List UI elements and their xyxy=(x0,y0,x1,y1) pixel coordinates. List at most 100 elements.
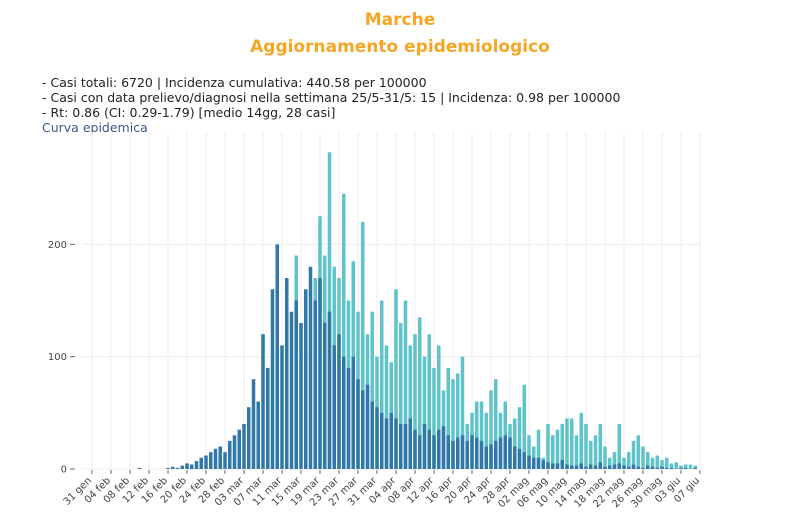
bar xyxy=(669,467,674,469)
bar xyxy=(289,311,294,469)
bar xyxy=(446,435,451,469)
y-tick-label: 200 xyxy=(48,240,67,251)
bar xyxy=(246,407,251,469)
bar xyxy=(370,401,375,469)
bar xyxy=(313,300,318,469)
bar xyxy=(232,435,237,469)
bar xyxy=(593,465,598,469)
bar xyxy=(408,418,413,469)
bar xyxy=(503,435,508,469)
bar xyxy=(275,244,280,469)
bar xyxy=(688,464,693,469)
chart-title: Marche xyxy=(364,10,436,30)
bar xyxy=(584,424,588,469)
bar xyxy=(679,467,683,469)
bar xyxy=(470,435,474,469)
bar xyxy=(432,435,436,469)
bar xyxy=(569,465,574,469)
bar xyxy=(593,435,598,469)
bar xyxy=(137,467,142,469)
bar xyxy=(603,466,607,469)
bar xyxy=(166,467,170,469)
bar xyxy=(208,452,213,469)
bar xyxy=(588,464,593,469)
bar xyxy=(626,466,631,469)
chart-subtitle: Aggiornamento epidemiologico xyxy=(250,37,550,57)
bar xyxy=(379,412,384,469)
bar xyxy=(227,440,232,469)
bar xyxy=(579,463,584,469)
bar xyxy=(617,463,622,469)
bar xyxy=(360,390,365,469)
bar xyxy=(622,457,626,469)
bar xyxy=(546,462,550,469)
bar xyxy=(669,463,674,469)
bar xyxy=(460,356,465,469)
bar xyxy=(660,460,664,469)
bar xyxy=(365,384,370,469)
bar xyxy=(451,440,455,469)
bar xyxy=(318,278,322,469)
bar xyxy=(455,373,460,469)
bar xyxy=(446,367,451,469)
bar xyxy=(479,440,484,469)
bar xyxy=(474,437,479,469)
bar xyxy=(280,345,284,469)
bar xyxy=(346,367,351,469)
bar xyxy=(484,412,489,469)
bar xyxy=(512,446,517,469)
bar xyxy=(641,467,645,469)
bar xyxy=(427,334,432,469)
bar xyxy=(403,424,408,469)
bar xyxy=(517,448,522,469)
bar xyxy=(251,379,256,469)
bar xyxy=(408,345,413,469)
bar xyxy=(565,418,569,469)
bar xyxy=(237,429,242,469)
bar xyxy=(432,367,436,469)
bar xyxy=(531,457,536,469)
bar xyxy=(612,452,617,469)
bar xyxy=(626,452,631,469)
bar xyxy=(546,424,550,469)
bar xyxy=(683,464,688,469)
bar xyxy=(322,322,327,469)
bar xyxy=(645,452,650,469)
bar xyxy=(379,300,384,469)
bar xyxy=(650,466,655,469)
bar xyxy=(650,457,655,469)
bar xyxy=(451,379,455,469)
bar xyxy=(617,424,622,469)
bar xyxy=(194,461,199,469)
bar xyxy=(574,465,579,469)
bar xyxy=(327,311,332,469)
bar xyxy=(527,435,531,469)
bar xyxy=(655,455,660,469)
bar xyxy=(569,418,574,469)
bar xyxy=(484,446,489,469)
bar xyxy=(332,345,337,469)
bar xyxy=(664,457,669,469)
bar xyxy=(598,462,603,469)
bar xyxy=(493,440,498,469)
bar xyxy=(664,467,669,469)
bar xyxy=(356,379,360,469)
bar xyxy=(641,446,645,469)
bar xyxy=(588,440,593,469)
bar xyxy=(384,345,389,469)
bar xyxy=(631,440,636,469)
bar xyxy=(422,424,427,469)
bar xyxy=(413,334,417,469)
bar xyxy=(598,424,603,469)
bar xyxy=(270,289,275,469)
bar xyxy=(223,452,227,469)
bar xyxy=(204,455,208,469)
bar xyxy=(479,401,484,469)
bar xyxy=(536,429,541,469)
bar xyxy=(541,460,546,469)
bar xyxy=(465,440,470,469)
bar xyxy=(413,429,417,469)
bar xyxy=(327,152,332,469)
bar xyxy=(636,466,641,469)
